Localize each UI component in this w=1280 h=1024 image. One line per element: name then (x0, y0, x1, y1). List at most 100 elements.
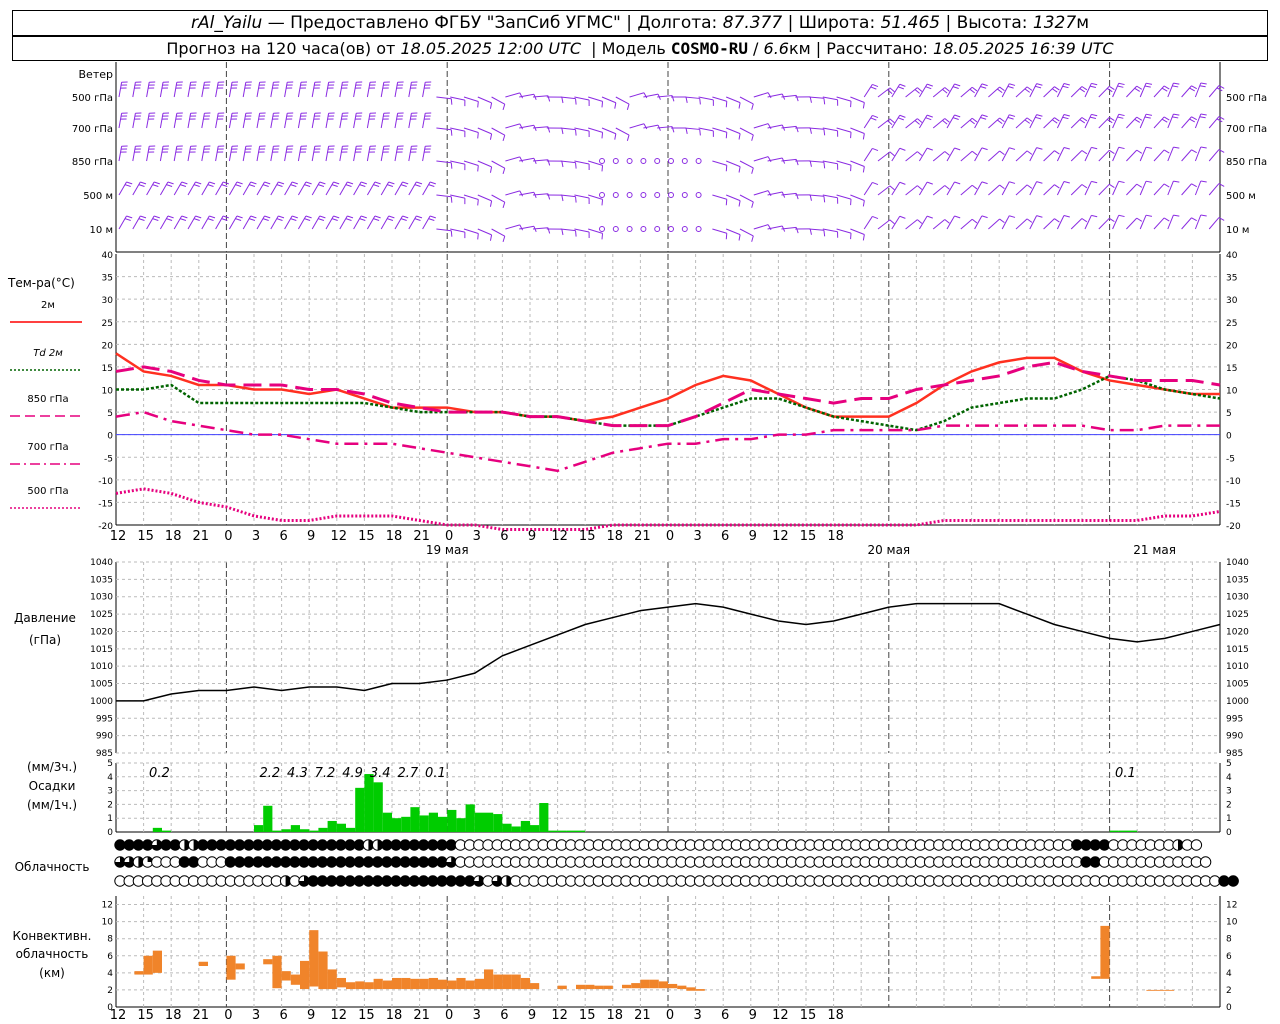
conv-cloud-bar (640, 979, 650, 989)
wind-barb (863, 84, 873, 98)
lat-label: Широта: (798, 13, 876, 33)
conv-cloud-bar (373, 978, 383, 990)
conv-cloud-bar (456, 977, 466, 990)
wind-barb-feather (809, 228, 812, 235)
wind-barb (560, 127, 576, 131)
wind-barb-feather (360, 181, 367, 185)
wind-barb-feather (1173, 214, 1180, 217)
wind-barb-feather (331, 184, 338, 187)
wind-barb (615, 127, 630, 136)
wind-barb (532, 193, 548, 196)
hour-label-top: 21 (634, 529, 651, 544)
wind-barb (242, 146, 247, 162)
wind-barb-feather (944, 118, 950, 123)
temp-tick-left: -20 (98, 522, 113, 532)
wind-barb (1194, 146, 1202, 162)
precip-bar (327, 820, 337, 832)
wind-barb-feather (1026, 117, 1033, 122)
conv-cloud-bar (465, 980, 475, 990)
wind-barb (822, 127, 838, 132)
wind-barb (863, 182, 873, 196)
wind-barb (297, 146, 302, 162)
wind-calm-marker (695, 192, 702, 198)
cloud-cover-half (184, 839, 190, 851)
temp-series-1 (115, 352, 1220, 423)
wind-barb-feather (290, 218, 297, 221)
wind-barb-feather (823, 98, 826, 105)
temp-series-4 (115, 410, 1220, 473)
hour-label-bottom: 12 (110, 1008, 127, 1023)
wind-barb-feather (193, 218, 200, 221)
wind-barb (1153, 217, 1165, 230)
precip-3h-total: 7.2 (315, 766, 336, 781)
wind-barb-feather (899, 215, 906, 219)
precip-bar (539, 803, 549, 832)
wind-calm-marker (681, 158, 688, 164)
wind-barb-feather (1081, 184, 1088, 189)
pressure-tick-left: 1000 (90, 697, 113, 707)
wind-calm-marker (599, 192, 605, 198)
wind-barb (297, 82, 302, 98)
wind-barb (532, 126, 548, 129)
wind-barb-feather (626, 134, 630, 141)
wind-barb (560, 160, 576, 164)
wind-barb-feather (738, 102, 741, 109)
wind-barb-feather (291, 181, 298, 185)
wind-barb (201, 82, 205, 98)
pressure-tick-right: 1015 (1226, 645, 1249, 655)
wind-barb-feather (1106, 88, 1113, 93)
wind-barb-feather (388, 215, 395, 219)
wind-barb-feather (981, 147, 988, 151)
wind-barb (1112, 114, 1120, 129)
wind-barb (270, 82, 274, 98)
wind-barb-feather (126, 181, 133, 185)
wind-barb (1098, 217, 1110, 230)
day-label: 21 мая (1133, 543, 1176, 557)
wind-barb-feather (359, 218, 366, 221)
wind-barb (712, 127, 727, 133)
wind-barb-feather (262, 184, 269, 187)
wind-barb (436, 194, 452, 198)
wind-barb-feather (450, 230, 453, 237)
wind-calm-marker (668, 192, 674, 198)
hour-label-bottom: 3 (693, 1008, 701, 1023)
wind-barb-feather (1009, 114, 1016, 117)
wind-barb (256, 215, 265, 230)
wind-barb-feather (872, 181, 879, 186)
precip-bar (438, 816, 448, 832)
wind-barb (1029, 83, 1038, 98)
wind-level-label-left: 500 м (83, 191, 113, 202)
wind-barb-feather (862, 102, 865, 109)
wind-barb-feather (1118, 146, 1125, 150)
wind-barb-feather (870, 117, 877, 121)
precip-bar (263, 805, 273, 832)
hour-label-bottom: 12 (772, 1008, 789, 1023)
wind-barb-feather (249, 184, 256, 187)
wind-barb (450, 194, 465, 199)
wind-barb-feather (402, 181, 409, 185)
conv-cloud-bar (401, 977, 411, 990)
conv-tick-right: 10 (1226, 918, 1238, 928)
precip-bar (456, 818, 466, 832)
wind-barb (836, 194, 852, 200)
wind-barb (187, 215, 196, 230)
temp-tick-right: 20 (1226, 341, 1238, 351)
cloud-cover-threequarter (473, 875, 484, 887)
wind-barb-feather (1163, 85, 1170, 90)
wind-barb-feather (954, 83, 961, 87)
wind-barb-feather (138, 184, 145, 187)
wind-barb (588, 127, 603, 133)
wind-barb (588, 96, 603, 102)
wind-barb (808, 96, 824, 99)
wind-barb-feather (400, 184, 407, 187)
wind-barb (712, 194, 727, 200)
conv-cloud-bar (677, 985, 687, 990)
wind-barb-feather (1035, 85, 1042, 89)
wind-barb-feather (222, 215, 229, 219)
wind-barb (159, 146, 164, 162)
precip-3h-total: 0.1 (425, 766, 446, 781)
wind-barb-feather (944, 185, 950, 190)
wind-barb (932, 151, 946, 162)
temp-tick-left: -5 (104, 454, 113, 464)
conv-cloud-bar (686, 987, 696, 991)
